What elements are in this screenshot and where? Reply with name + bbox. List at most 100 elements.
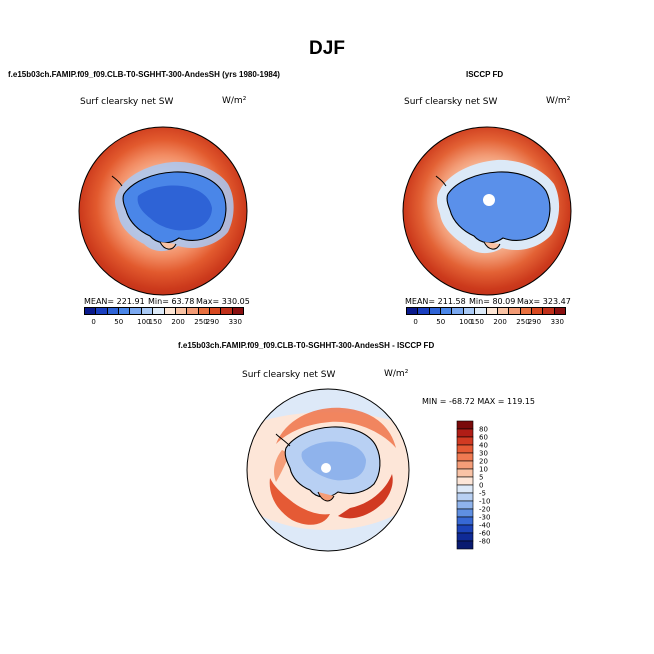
colorbar-tick-label: 200 — [171, 318, 185, 326]
panel2-colorbar-ticks: 0 50 100 150 200 250 290 330 — [406, 318, 566, 328]
panel3-title: f.e15b03ch.FAMIP.f09_f09.CLB-T0-SGHHT-30… — [178, 341, 435, 350]
colorbar-tick-label: 290 — [527, 318, 542, 326]
colorbar-tick-label: 50 — [436, 318, 446, 326]
colorbar-swatch — [153, 308, 165, 314]
colorbar-tick-label: 290 — [205, 318, 220, 326]
colorbar-tick-label: 10 — [479, 466, 488, 474]
colorbar-swatch — [407, 308, 419, 314]
colorbar-swatch — [456, 444, 474, 454]
panel2-colorbar — [406, 307, 566, 315]
figure-title: DJF — [309, 38, 345, 59]
colorbar-tick-label: 250 — [194, 318, 208, 326]
colorbar-tick-label: -80 — [479, 538, 490, 546]
colorbar-swatch — [198, 308, 210, 314]
panel2-title: ISCCP FD — [466, 70, 504, 79]
colorbar-tick-label: 80 — [479, 426, 488, 434]
panel3-field-label: Surf clearsky net SW — [242, 370, 336, 380]
colorbar-tick-label: -40 — [479, 522, 490, 530]
colorbar-tick-label: 330 — [228, 318, 242, 326]
colorbar-swatch — [418, 308, 430, 314]
panel2-max: Max= 323.47 — [517, 297, 571, 306]
colorbar-swatch — [175, 308, 188, 314]
panel1-colorbar-ticks: 0 50 100 150 200 250 290 330 — [84, 318, 244, 328]
colorbar-swatch — [475, 308, 487, 314]
colorbar-swatch — [456, 420, 474, 430]
panel1-min: Min= 63.78 — [148, 297, 195, 306]
colorbar-swatch — [456, 524, 474, 534]
colorbar-swatch — [543, 308, 555, 314]
colorbar-tick-label: -30 — [479, 514, 490, 522]
colorbar-swatch — [520, 308, 532, 314]
panel2-min: Min= 80.09 — [469, 297, 516, 306]
colorbar-swatch — [232, 308, 244, 314]
panel1-map — [78, 126, 248, 296]
colorbar-swatch — [441, 308, 453, 314]
colorbar-swatch — [119, 308, 131, 314]
colorbar-swatch — [456, 532, 474, 542]
colorbar-swatch — [531, 308, 544, 314]
colorbar-swatch — [187, 308, 199, 314]
colorbar-swatch — [456, 508, 474, 518]
colorbar-swatch — [429, 308, 442, 314]
panel1-units: W/m² — [222, 96, 247, 106]
colorbar-swatch — [452, 308, 464, 314]
colorbar-tick-label: -60 — [479, 530, 490, 538]
panel1-mean: MEAN= 221.91 — [84, 297, 145, 306]
colorbar-tick-label: 150 — [148, 318, 162, 326]
panel3-units: W/m² — [384, 369, 409, 379]
colorbar-tick-label: 330 — [550, 318, 564, 326]
colorbar-swatch — [456, 484, 474, 494]
panel1-field-label: Surf clearsky net SW — [80, 97, 174, 107]
colorbar-tick-label: -10 — [479, 498, 490, 506]
panel1-max: Max= 330.05 — [196, 297, 250, 306]
colorbar-tick-label: 60 — [479, 434, 488, 442]
colorbar-swatch — [456, 516, 474, 526]
colorbar-tick-label: 200 — [493, 318, 507, 326]
colorbar-swatch — [456, 476, 474, 486]
colorbar-swatch — [456, 540, 474, 550]
panel3-map — [246, 388, 410, 552]
colorbar-tick-label: -20 — [479, 506, 490, 514]
colorbar-swatch — [85, 308, 97, 314]
colorbar-swatch — [130, 308, 142, 314]
colorbar-tick-label: 0 — [479, 482, 483, 490]
colorbar-tick-label: -5 — [479, 490, 486, 498]
colorbar-swatch — [456, 460, 474, 470]
panel2-units: W/m² — [546, 96, 571, 106]
colorbar-swatch — [497, 308, 510, 314]
colorbar-swatch — [456, 468, 474, 478]
colorbar-swatch — [164, 308, 176, 314]
colorbar-swatch — [456, 428, 474, 438]
colorbar-tick-label: 0 — [91, 318, 96, 326]
panel1-colorbar — [84, 307, 244, 315]
colorbar-tick-label: 50 — [114, 318, 124, 326]
colorbar-swatch — [141, 308, 154, 314]
colorbar-swatch — [554, 308, 566, 314]
colorbar-swatch — [456, 452, 474, 462]
panel2-map — [402, 126, 572, 296]
colorbar-tick-label: 150 — [470, 318, 484, 326]
colorbar-tick-label: 5 — [479, 474, 483, 482]
colorbar-swatch — [96, 308, 108, 314]
colorbar-tick-label: 250 — [516, 318, 530, 326]
colorbar-tick-label: 30 — [479, 450, 488, 458]
colorbar-tick-label: 20 — [479, 458, 488, 466]
colorbar-tick-label: 40 — [479, 442, 488, 450]
colorbar-tick-label: 100 — [459, 318, 473, 326]
colorbar-tick-label: 100 — [137, 318, 151, 326]
colorbar-swatch — [209, 308, 222, 314]
panel2-mean: MEAN= 211.58 — [405, 297, 466, 306]
colorbar-swatch — [456, 492, 474, 502]
colorbar-tick-label: 0 — [413, 318, 418, 326]
colorbar-swatch — [486, 308, 498, 314]
panel2-field-label: Surf clearsky net SW — [404, 97, 498, 107]
colorbar-swatch — [463, 308, 476, 314]
panel3-minmax: MIN = -68.72 MAX = 119.15 — [422, 397, 536, 406]
colorbar-swatch — [456, 436, 474, 446]
colorbar-swatch — [107, 308, 120, 314]
colorbar-swatch — [221, 308, 233, 314]
panel1-title: f.e15b03ch.FAMIP.f09_f09.CLB-T0-SGHHT-30… — [8, 70, 280, 79]
colorbar-swatch — [509, 308, 521, 314]
colorbar-swatch — [456, 500, 474, 510]
